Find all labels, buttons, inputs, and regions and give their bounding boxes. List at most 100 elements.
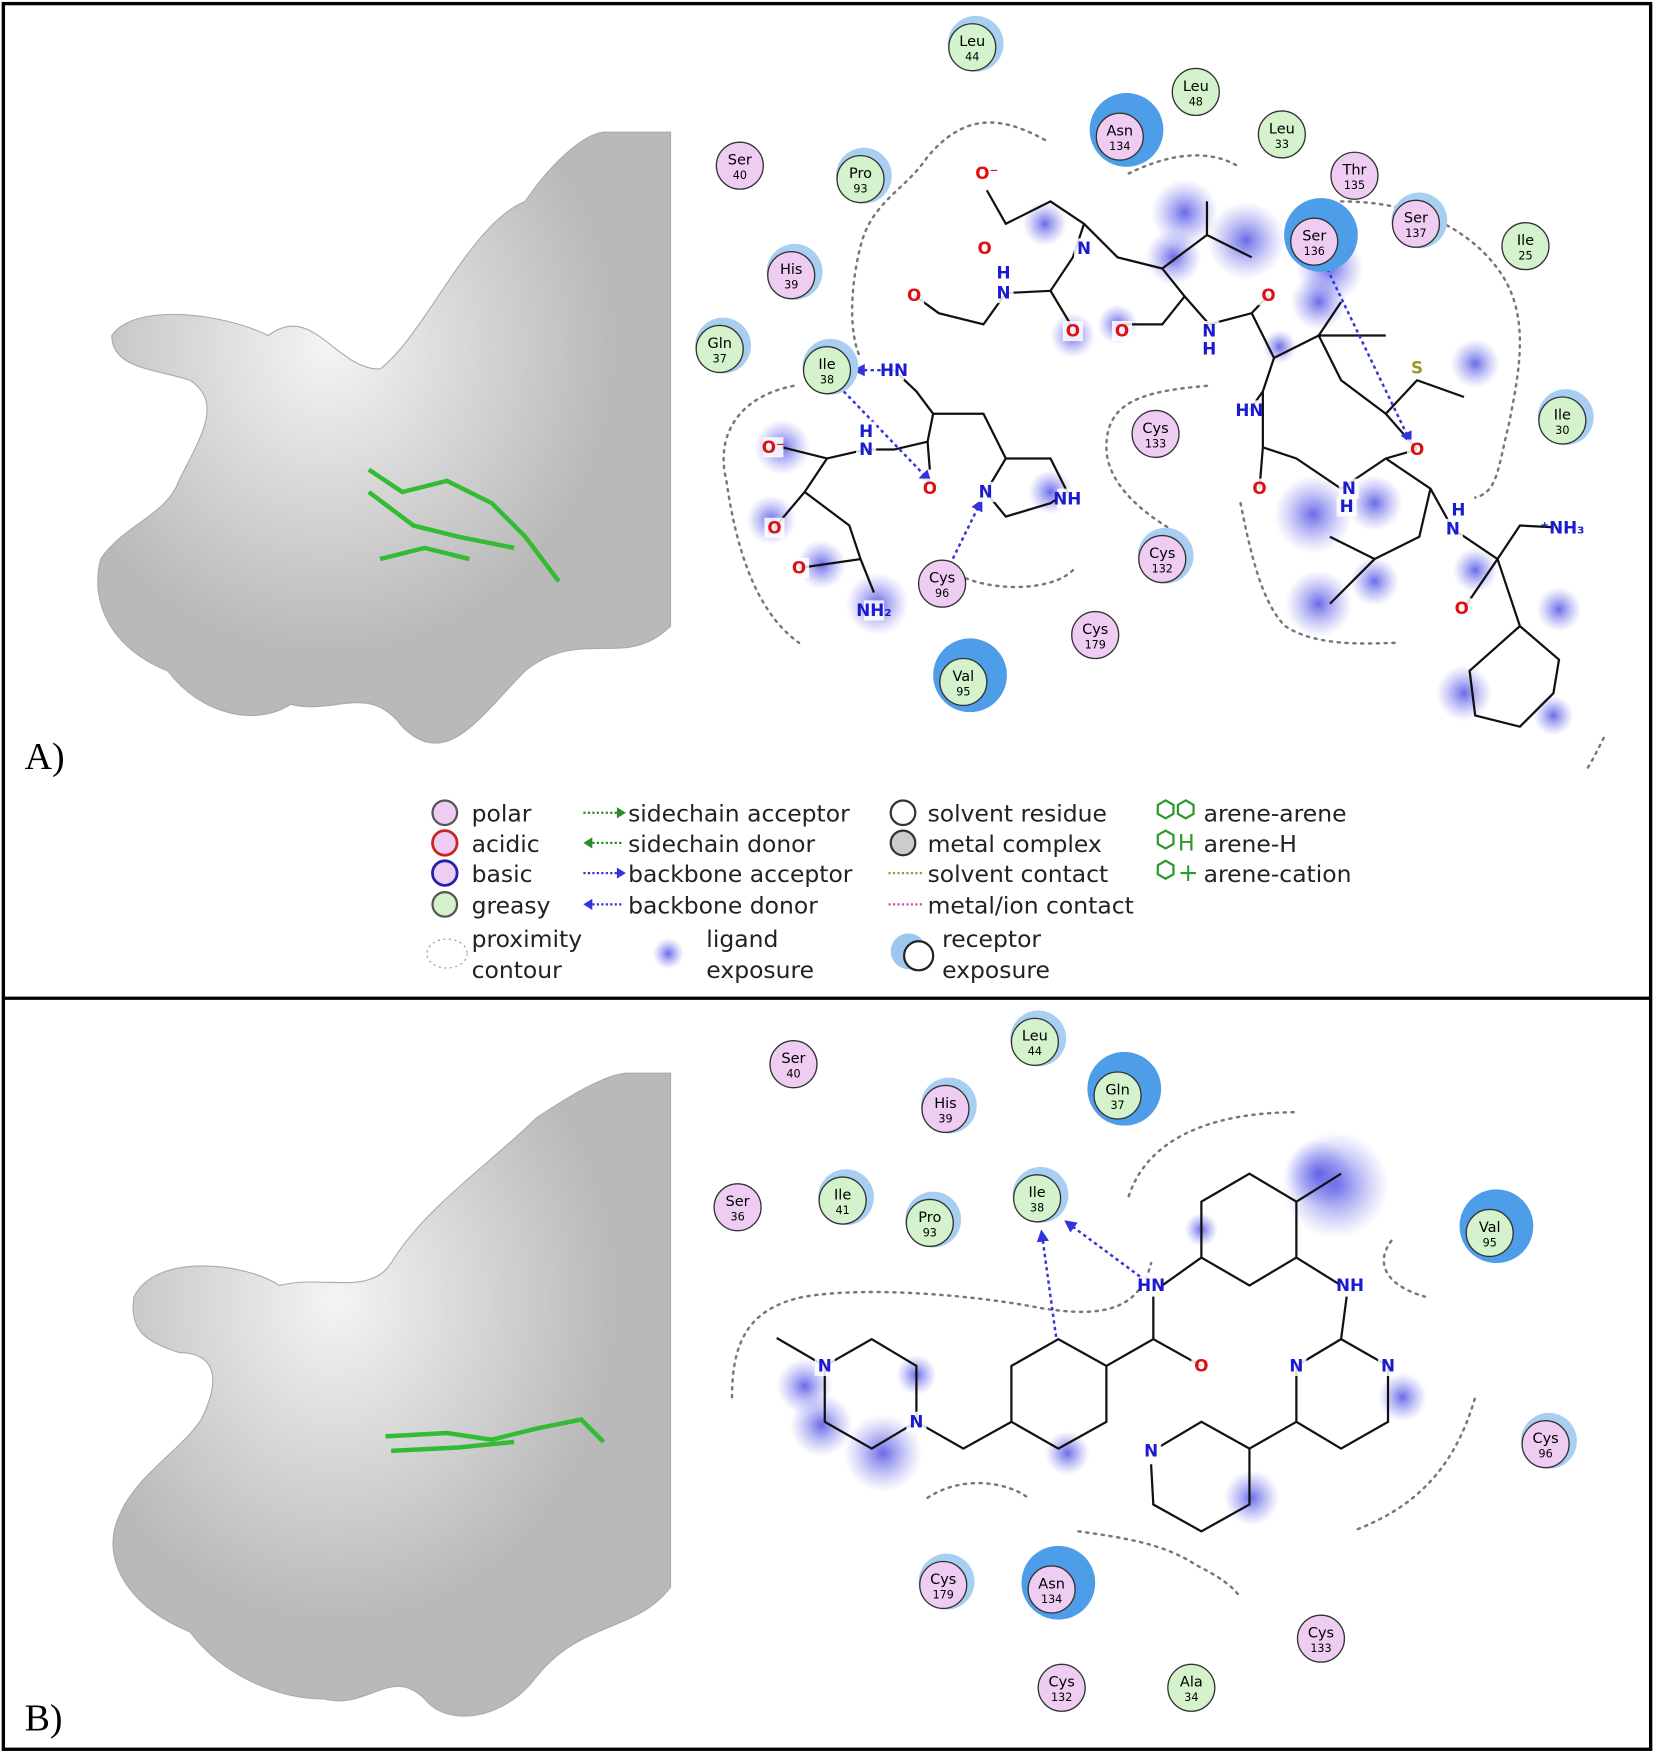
- residue-disc: [1093, 1071, 1142, 1120]
- residue-name: Cys: [1142, 421, 1168, 437]
- atom-label: O: [1410, 439, 1424, 459]
- atom-bg: [906, 1411, 927, 1432]
- atom-bg: [1141, 1275, 1162, 1296]
- residue-name: Ser: [728, 153, 752, 169]
- atom-bg: [1407, 439, 1428, 460]
- ligand-stick: [385, 1417, 606, 1454]
- atom-bg: [1239, 400, 1260, 421]
- residue-number: 134: [1109, 140, 1130, 153]
- atom-label: O: [1455, 598, 1469, 618]
- h-bond: [1323, 262, 1412, 444]
- atom-label: NH₂: [856, 600, 891, 620]
- residue-name: Ser: [1302, 229, 1326, 245]
- ligand-exposure-blob: [1436, 665, 1492, 722]
- proximity-contour: [1127, 154, 1522, 499]
- residue-disc: [769, 1040, 818, 1089]
- h-bond: [1064, 1220, 1141, 1278]
- residue-name: Ser: [1404, 211, 1428, 227]
- legend-label: sidechain acceptor: [628, 800, 850, 828]
- residue-number: 96: [1538, 1448, 1552, 1461]
- residue-disc: [1501, 221, 1550, 271]
- ligand-exposure-blob: [1290, 274, 1347, 330]
- legend-label: metal/ion contact: [928, 891, 1134, 919]
- residue-name: Ile: [818, 357, 835, 373]
- residue-disc: [1167, 1663, 1216, 1712]
- proximity-contour: [850, 121, 1047, 360]
- atom-bg: [1552, 517, 1573, 538]
- legend-label: proximity: [472, 925, 583, 953]
- residue-disc: [713, 1183, 762, 1232]
- atom-label: N: [909, 1411, 923, 1431]
- atom-bg: [1073, 238, 1095, 259]
- protein-surface: [112, 1072, 672, 1717]
- residue-name: Gln: [1105, 1082, 1129, 1098]
- residue-disc: [1171, 67, 1220, 117]
- residue-disc: [1521, 1420, 1570, 1469]
- residue-number: 137: [1405, 227, 1426, 240]
- atom-label: N: [1202, 321, 1216, 341]
- ligand-exposure-blob: [1452, 547, 1498, 593]
- ligand-exposure-blob: [1022, 201, 1068, 247]
- ligand-exposure-blob: [1285, 570, 1353, 638]
- residue-disc: [1257, 110, 1306, 159]
- panel-label: B): [25, 1697, 63, 1739]
- residue-number: 44: [1028, 1045, 1042, 1058]
- legend-label: receptor: [942, 925, 1041, 953]
- atom-label: N: [818, 1356, 832, 1376]
- atom-label: H: [1451, 499, 1465, 519]
- residue-disc: [1138, 534, 1187, 584]
- ligand-exposure-blob: [1533, 695, 1574, 736]
- ligand-exposure-blob: [843, 1413, 922, 1493]
- legend-icons: H+: [426, 799, 1199, 972]
- atom-label: O: [977, 238, 991, 258]
- residue-number: 135: [1344, 179, 1365, 192]
- h-bond: [842, 390, 932, 483]
- residue-disc: [1037, 1663, 1086, 1712]
- residue-number: 136: [1304, 245, 1325, 258]
- residue-name: Cys: [1082, 622, 1108, 638]
- ligand-exposure-blob: [1350, 556, 1400, 606]
- residue-name: Pro: [849, 166, 872, 182]
- h-bond: [948, 498, 983, 566]
- residue-number: 132: [1051, 1691, 1072, 1704]
- ligand-stick: [367, 467, 561, 583]
- atom-label: N: [859, 439, 873, 459]
- residue-disc: [1010, 1017, 1060, 1066]
- residue-disc: [818, 1176, 867, 1225]
- residue-disc: [905, 1198, 954, 1248]
- legend-label: solvent contact: [928, 860, 1109, 888]
- ligand-exposure-blob: [1536, 586, 1582, 632]
- atom-label: O: [1194, 1356, 1208, 1376]
- residue-disc: [715, 141, 764, 190]
- ligand-exposure-blob: [790, 1393, 853, 1457]
- residue-name: Gln: [707, 336, 731, 352]
- atom-label: H: [1340, 496, 1354, 516]
- ligand-exposure-blob: [1151, 179, 1219, 247]
- proximity-contour: [926, 1395, 1477, 1600]
- residue-disc: [802, 346, 852, 395]
- legend-label: ligand: [706, 925, 778, 953]
- residue-name: Cys: [1149, 546, 1175, 562]
- residue-number: 133: [1310, 1642, 1331, 1655]
- residue-name: Asn: [1038, 1576, 1065, 1592]
- legend-label: solvent residue: [928, 800, 1107, 828]
- residue-disc: [1131, 409, 1180, 459]
- residue-number: 95: [1483, 1236, 1497, 1249]
- residue-disc: [917, 559, 967, 608]
- legend-label: exposure: [942, 956, 1050, 984]
- atom-label: O: [907, 285, 921, 305]
- residue-name: Leu: [959, 34, 985, 50]
- residue-number: 134: [1041, 1593, 1062, 1606]
- residue-number: 93: [853, 182, 867, 195]
- legend-label: arene-H: [1204, 830, 1297, 858]
- residue-name: Cys: [929, 571, 955, 587]
- ligand-exposure-blob: [1044, 1430, 1090, 1476]
- atom-bg: [1442, 518, 1463, 539]
- ligand-exposure-blob: [1145, 229, 1202, 286]
- ligand-exposure: [746, 179, 1582, 1526]
- residue-number: 48: [1189, 95, 1203, 108]
- protein-surface: [97, 131, 672, 744]
- residue-number: 96: [935, 587, 949, 600]
